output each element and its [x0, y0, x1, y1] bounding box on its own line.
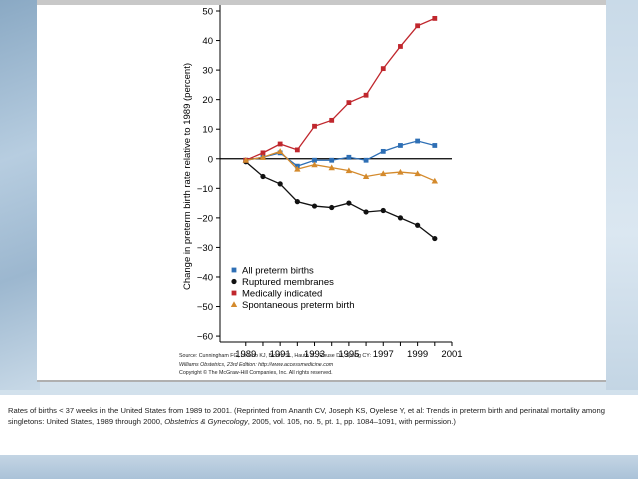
data-point [312, 157, 317, 163]
data-point [231, 267, 237, 273]
source-line-3: Copyright © The McGraw-Hill Companies, I… [179, 370, 333, 377]
data-point [312, 123, 317, 129]
data-point [432, 235, 438, 242]
data-point [362, 173, 370, 180]
data-point [277, 181, 283, 187]
data-point [380, 148, 386, 154]
data-point [294, 199, 300, 205]
y-tick-label: 40 [202, 36, 213, 47]
data-point [415, 222, 421, 228]
data-point [294, 147, 300, 153]
x-tick-label: 1995 [338, 349, 359, 360]
x-tick-label: 1999 [407, 349, 428, 360]
x-tick-label: 1993 [304, 349, 325, 360]
series-line [245, 161, 436, 240]
data-point [431, 177, 439, 184]
data-point [380, 170, 387, 177]
x-tick-label: 1991 [270, 349, 291, 360]
figure-caption: Rates of births < 37 weeks in the United… [0, 395, 638, 455]
data-point [276, 148, 284, 154]
legend-label: All preterm births [242, 266, 314, 277]
source-note: Source: Cunningham FG, Leveno KJ, Bloom … [179, 352, 371, 378]
data-point [363, 157, 369, 163]
background-left [0, 0, 40, 390]
y-tick-label: 10 [202, 125, 213, 136]
caption-text-1: Rates of births < 37 weeks in the United… [8, 406, 605, 426]
y-tick-label: 20 [202, 95, 213, 106]
data-point [346, 100, 352, 106]
data-point [231, 278, 237, 285]
preterm-birth-chart: 50 40 30 20 10 0 −10 −20 −30 −40 −50 −60 1989 1991 199… [182, 5, 463, 360]
legend-label: Spontaneous preterm birth [242, 300, 354, 311]
slide-panel [37, 0, 606, 381]
y-axis-label: Change in preterm birth rate relative to… [182, 63, 193, 290]
data-point [345, 167, 353, 174]
data-point [397, 168, 404, 175]
data-point [230, 301, 238, 308]
series-spontaneous-preterm-birth [242, 148, 439, 184]
data-point [259, 154, 267, 160]
y-tick-label: −20 [197, 213, 213, 224]
series-medically-indicated [243, 15, 438, 163]
data-point [260, 173, 266, 180]
data-point [294, 165, 301, 172]
source-line-2: Williams Obstetrics, 23rd Edition: http:… [179, 361, 334, 368]
caption-text-2: , 2005, vol. 105, no. 5, pt. 1, pp. 1084… [247, 417, 456, 426]
data-point [363, 209, 369, 215]
data-point [414, 170, 421, 177]
background-bottom [0, 455, 638, 479]
y-tick-label: 50 [202, 7, 213, 18]
data-point [346, 200, 352, 206]
data-point [260, 150, 266, 156]
background-right [606, 0, 638, 390]
series-line [245, 17, 436, 161]
series-line [245, 150, 436, 182]
y-tick-label: −50 [197, 302, 213, 313]
x-tick-label: 2001 [441, 349, 462, 360]
data-point [380, 207, 386, 214]
data-point [231, 290, 237, 296]
data-point [311, 161, 318, 168]
data-point [346, 154, 352, 160]
data-point [277, 141, 283, 147]
data-point [242, 157, 249, 163]
x-tick-label: 1989 [235, 349, 256, 360]
data-point [363, 92, 369, 98]
legend-label: Medically indicated [242, 289, 322, 300]
y-tick-label: 30 [202, 66, 213, 77]
y-tick-label: 0 [208, 154, 213, 165]
caption-journal: Obstetrics & Gynecology [164, 417, 248, 426]
y-tick-label: −30 [197, 243, 213, 254]
data-point [415, 23, 421, 29]
data-point [380, 66, 386, 72]
y-tick-label: −40 [197, 272, 213, 283]
data-point [398, 143, 403, 148]
data-point [311, 203, 318, 209]
data-point [432, 143, 438, 148]
slide-top-bar [37, 0, 606, 5]
slide-bottom-rule [37, 380, 606, 382]
y-tick-label: −10 [197, 184, 213, 195]
y-tick-label: −60 [197, 332, 213, 343]
source-line-1: Source: Cunningham FG, Leveno KJ, Bloom … [179, 353, 371, 359]
data-point [329, 117, 335, 123]
data-point [397, 215, 404, 221]
data-point [329, 204, 335, 211]
data-point [328, 164, 335, 171]
series-ruptured-membranes [243, 159, 438, 242]
x-tick-label: 1997 [373, 349, 394, 360]
data-point [398, 44, 403, 49]
data-point [432, 15, 438, 21]
data-point [415, 138, 421, 144]
data-point [329, 157, 335, 163]
legend-label: Ruptured membranes [242, 277, 334, 288]
